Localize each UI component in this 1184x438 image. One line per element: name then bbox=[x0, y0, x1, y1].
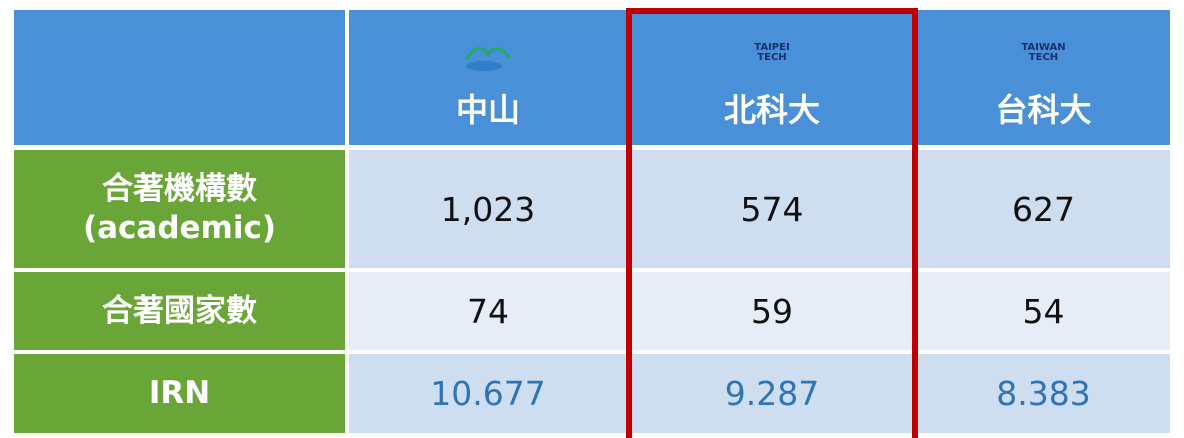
cell: 574 bbox=[631, 150, 913, 268]
logo-text: TAIPEI bbox=[754, 42, 790, 53]
cell-value: 574 bbox=[740, 189, 804, 229]
cell: 10.677 bbox=[349, 354, 627, 433]
logo: TAIPEI TECH bbox=[754, 43, 789, 63]
cell-value: 1,023 bbox=[440, 189, 536, 229]
logo-text: TECH bbox=[757, 52, 787, 63]
column-name: 北科大 bbox=[723, 91, 820, 129]
cell-value: 8.383 bbox=[996, 374, 1091, 413]
logo-icon bbox=[464, 46, 512, 71]
row-label: 合著機構數 (academic) bbox=[14, 150, 345, 268]
cell: 8.383 bbox=[917, 354, 1170, 433]
cell-value: 59 bbox=[751, 291, 793, 331]
column-name: 台科大 bbox=[995, 91, 1092, 129]
column-header: 中山 bbox=[349, 10, 627, 145]
cell-value: 9.287 bbox=[724, 374, 820, 413]
cell: 1,023 bbox=[349, 150, 627, 268]
column-header: TAIPEI TECH 北科大 bbox=[631, 10, 913, 145]
highlight-frame bbox=[626, 8, 918, 438]
cell: 627 bbox=[917, 150, 1170, 268]
cell: 54 bbox=[917, 272, 1170, 350]
logo-text: TAIWAN bbox=[1021, 42, 1066, 53]
cell-value: 10.677 bbox=[430, 374, 546, 413]
label-line: 合著機構數 bbox=[102, 171, 257, 208]
logo: TAIWAN TECH bbox=[1021, 43, 1065, 63]
cell: 9.287 bbox=[631, 354, 913, 433]
column-header: TAIWAN TECH 台科大 bbox=[917, 10, 1170, 145]
cell-value: 74 bbox=[467, 291, 509, 331]
cell-value: 627 bbox=[1012, 189, 1075, 229]
logo bbox=[458, 30, 518, 77]
row-label: 合著國家數 bbox=[14, 272, 345, 350]
cell: 74 bbox=[349, 272, 627, 350]
label-line: IRN bbox=[148, 375, 211, 412]
cell-value: 54 bbox=[1022, 291, 1065, 331]
logo-text: TECH bbox=[1028, 52, 1059, 63]
cell: 59 bbox=[631, 272, 913, 350]
column-name: 中山 bbox=[455, 91, 520, 129]
row-label: IRN bbox=[14, 354, 345, 433]
header-corner bbox=[14, 10, 345, 145]
label-line: 合著國家數 bbox=[102, 292, 257, 329]
label-line: (academic) bbox=[82, 210, 277, 246]
